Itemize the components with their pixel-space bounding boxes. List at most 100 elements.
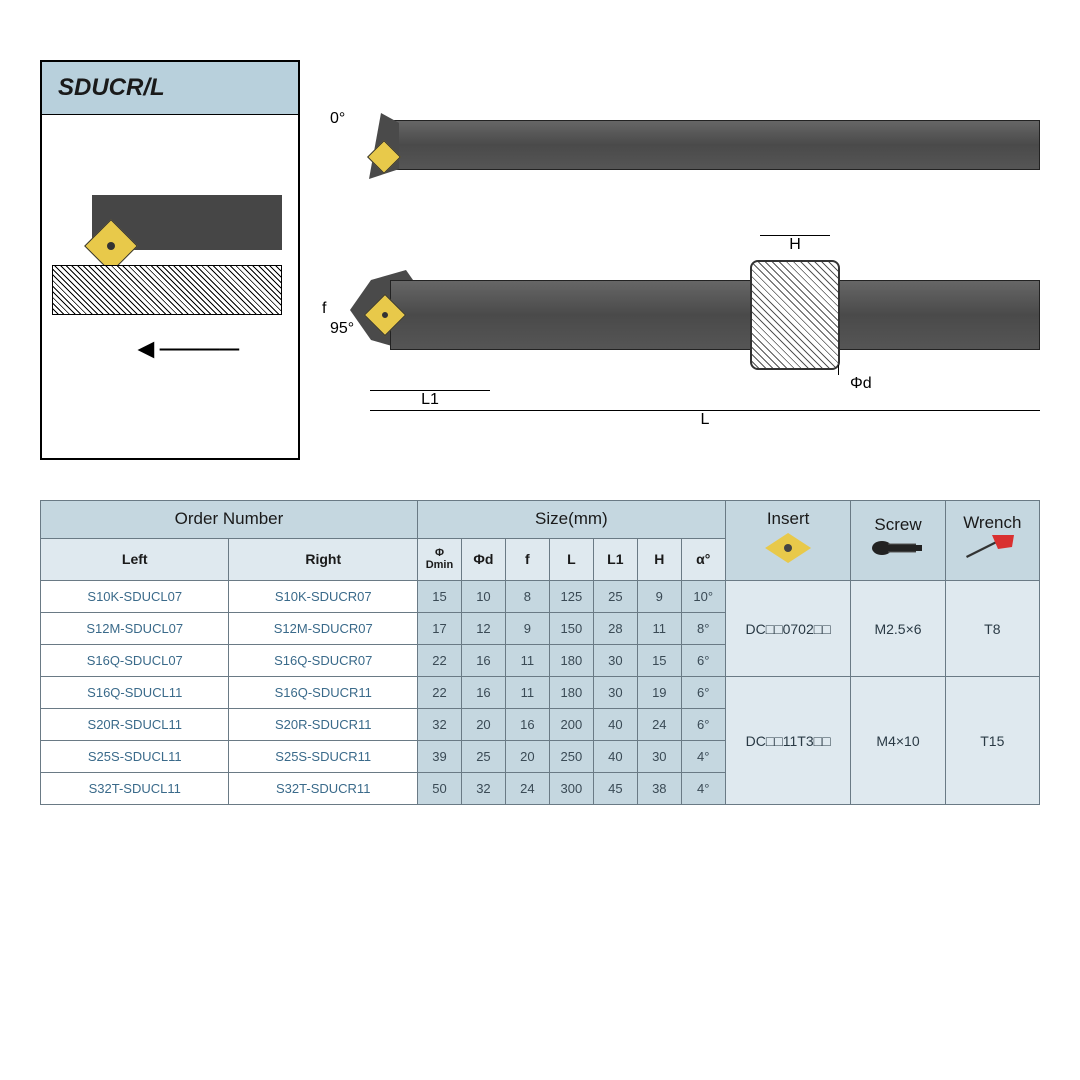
group-cell-insert: DC□□11T3□□: [725, 677, 851, 805]
table-cell: S12M-SDUCL07: [41, 613, 229, 645]
angle-side-label: 95°: [330, 320, 354, 338]
table-cell: 19: [637, 677, 681, 709]
table-cell: S32T-SDUCL11: [41, 773, 229, 805]
table-cell: 15: [417, 581, 461, 613]
wrench-icon: [962, 548, 1022, 567]
table-cell: 180: [549, 677, 593, 709]
table-cell: 38: [637, 773, 681, 805]
table-cell: 39: [417, 741, 461, 773]
diagram-section: SDUCR/L ◄──── 0° H 95° f Φd: [40, 60, 1040, 460]
header-f: f: [505, 538, 549, 580]
header-L: L: [549, 538, 593, 580]
workpiece-hatched: [52, 265, 282, 315]
table-cell: 10°: [681, 581, 725, 613]
table-cell: 8: [505, 581, 549, 613]
table-cell: S25S-SDUCL11: [41, 741, 229, 773]
table-cell: 150: [549, 613, 593, 645]
table-cell: 300: [549, 773, 593, 805]
screw-icon: [868, 546, 928, 565]
dimension-h: H: [760, 235, 830, 254]
header-H: H: [637, 538, 681, 580]
group-cell-wrench: T8: [945, 581, 1039, 677]
table-cell: 30: [593, 645, 637, 677]
table-cell: 20: [461, 709, 505, 741]
header-insert-label: Insert: [730, 509, 847, 529]
table-cell: 6°: [681, 645, 725, 677]
table-cell: 180: [549, 645, 593, 677]
table-cell: S25S-SDUCR11: [229, 741, 417, 773]
table-cell: 11: [637, 613, 681, 645]
dimension-l: L: [370, 410, 1040, 429]
boring-bar-side-view: [390, 280, 1040, 350]
spec-table: Order Number Size(mm) Insert Screw Wrenc…: [40, 500, 1040, 805]
dimension-phid: Φd: [850, 375, 872, 393]
table-cell: 16: [505, 709, 549, 741]
header-screw: Screw: [851, 501, 945, 581]
header-wrench-label: Wrench: [950, 513, 1035, 533]
cutting-diagram: ◄────: [42, 115, 298, 415]
table-row: S16Q-SDUCL11S16Q-SDUCR1122161118030196°D…: [41, 677, 1040, 709]
angle-top-label: 0°: [330, 110, 345, 128]
table-cell: S20R-SDUCL11: [41, 709, 229, 741]
table-cell: 40: [593, 709, 637, 741]
table-cell: 40: [593, 741, 637, 773]
table-cell: S10K-SDUCL07: [41, 581, 229, 613]
header-left: Left: [41, 538, 229, 580]
table-cell: 22: [417, 645, 461, 677]
table-cell: 8°: [681, 613, 725, 645]
table-cell: 4°: [681, 741, 725, 773]
feed-arrow-icon: ◄────: [132, 333, 239, 365]
table-cell: 16: [461, 645, 505, 677]
group-cell-wrench: T15: [945, 677, 1039, 805]
table-body: S10K-SDUCL07S10K-SDUCR071510812525910°DC…: [41, 581, 1040, 805]
insert-header-icon: [765, 533, 811, 563]
header-size: Size(mm): [417, 501, 725, 539]
table-cell: S12M-SDUCR07: [229, 613, 417, 645]
table-cell: 30: [637, 741, 681, 773]
header-order: Order Number: [41, 501, 418, 539]
table-row: S10K-SDUCL07S10K-SDUCR071510812525910°DC…: [41, 581, 1040, 613]
product-title: SDUCR/L: [42, 62, 298, 115]
table-cell: 15: [637, 645, 681, 677]
table-cell: S16Q-SDUCL11: [41, 677, 229, 709]
header-alpha: α°: [681, 538, 725, 580]
table-cell: S16Q-SDUCR07: [229, 645, 417, 677]
table-cell: 16: [461, 677, 505, 709]
table-cell: 11: [505, 645, 549, 677]
table-cell: 11: [505, 677, 549, 709]
header-wrench: Wrench: [945, 501, 1039, 581]
table-cell: 24: [505, 773, 549, 805]
product-label-box: SDUCR/L ◄────: [40, 60, 300, 460]
table-cell: 25: [461, 741, 505, 773]
table-cell: 32: [461, 773, 505, 805]
table-cell: S20R-SDUCR11: [229, 709, 417, 741]
table-cell: 32: [417, 709, 461, 741]
table-cell: 250: [549, 741, 593, 773]
table-cell: 24: [637, 709, 681, 741]
table-cell: 30: [593, 677, 637, 709]
header-L1: L1: [593, 538, 637, 580]
header-dmin: ΦDmin: [417, 538, 461, 580]
table-cell: 4°: [681, 773, 725, 805]
header-right: Right: [229, 538, 417, 580]
table-cell: S10K-SDUCR07: [229, 581, 417, 613]
table-cell: 9: [637, 581, 681, 613]
cross-section-icon: [750, 260, 840, 370]
table-cell: 200: [549, 709, 593, 741]
table-cell: 17: [417, 613, 461, 645]
table-cell: 50: [417, 773, 461, 805]
header-phid: Φd: [461, 538, 505, 580]
dimension-l1: L1: [370, 390, 490, 409]
table-cell: 12: [461, 613, 505, 645]
dimension-f: f: [322, 300, 326, 318]
table-cell: S16Q-SDUCL07: [41, 645, 229, 677]
table-cell: 6°: [681, 709, 725, 741]
group-cell-insert: DC□□0702□□: [725, 581, 851, 677]
table-cell: 22: [417, 677, 461, 709]
table-cell: 20: [505, 741, 549, 773]
boring-bar-top-view: [390, 120, 1040, 170]
table-cell: S16Q-SDUCR11: [229, 677, 417, 709]
table-cell: 9: [505, 613, 549, 645]
header-insert: Insert: [725, 501, 851, 581]
table-cell: 125: [549, 581, 593, 613]
